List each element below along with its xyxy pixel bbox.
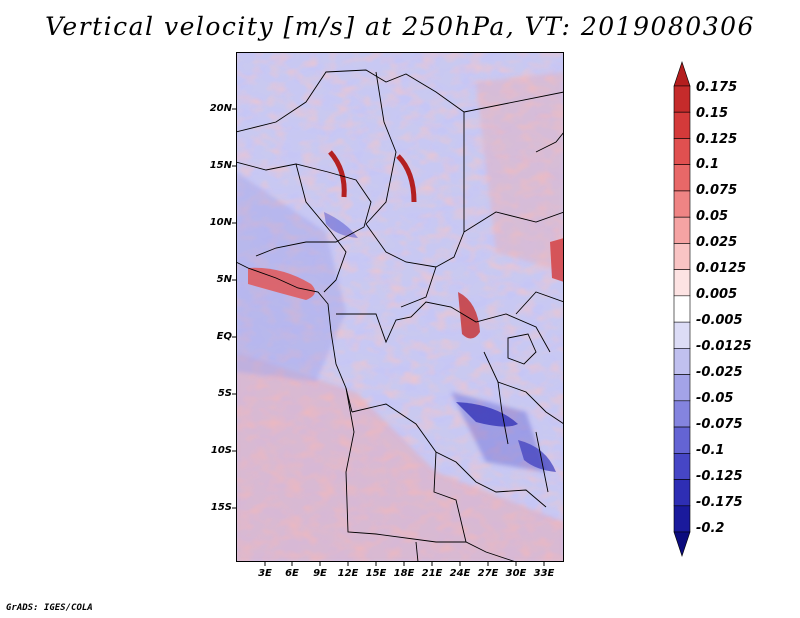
red-feature-guinea bbox=[248, 267, 315, 300]
red-band-ne bbox=[476, 72, 564, 272]
border-coast-west bbox=[236, 261, 353, 413]
colorbar-bin bbox=[673, 374, 691, 402]
vertical-velocity-map bbox=[236, 52, 564, 562]
colorbar-label: -0.0125 bbox=[696, 339, 752, 354]
colorbar-label: -0.005 bbox=[696, 313, 743, 328]
colorbar-label: 0.175 bbox=[696, 80, 738, 95]
blue-feature-north bbox=[324, 212, 358, 238]
border-lake-victoria bbox=[507, 333, 537, 365]
border-sudan bbox=[463, 91, 564, 113]
colorbar-bin bbox=[673, 164, 691, 192]
lon-label-15e: 15E bbox=[365, 568, 387, 579]
border-lake-tanganyika bbox=[497, 381, 509, 445]
grads-credit: GrADS: IGES/COLA bbox=[6, 603, 93, 613]
colorbar-label: 0.0125 bbox=[696, 261, 747, 276]
border-drc-south bbox=[351, 403, 547, 508]
red-feature-east bbox=[550, 238, 564, 282]
colorbar-label: -0.025 bbox=[696, 365, 743, 380]
border-nigeria bbox=[295, 163, 347, 293]
lat-label-15n: 15N bbox=[209, 160, 232, 171]
colorbar-bin bbox=[673, 400, 691, 428]
colorbar-bin bbox=[673, 243, 691, 270]
latitude-ticks bbox=[232, 108, 236, 509]
border-north-1 bbox=[236, 69, 465, 232]
lon-label-9e: 9E bbox=[313, 568, 327, 579]
colorbar-bin bbox=[673, 111, 691, 139]
lat-label-10n: 10N bbox=[209, 217, 232, 228]
border-lake-malawi bbox=[535, 431, 549, 493]
lat-label-20n: 20N bbox=[209, 103, 232, 114]
border-sahel bbox=[236, 161, 372, 257]
country-borders bbox=[236, 69, 564, 562]
lon-label-24e: 24E bbox=[449, 568, 471, 579]
colorbar-label: -0.175 bbox=[696, 495, 743, 510]
lon-label-6e: 6E bbox=[285, 568, 299, 579]
lon-label-33e: 33E bbox=[533, 568, 555, 579]
border-ethiopia bbox=[463, 211, 564, 233]
border-congo bbox=[336, 301, 551, 353]
colorbar-bin bbox=[673, 61, 691, 87]
longitude-ticks bbox=[264, 562, 545, 566]
colorbar-bin bbox=[673, 269, 691, 297]
colorbar-bin bbox=[673, 348, 691, 375]
border-north-2 bbox=[365, 71, 397, 225]
colorbar-label: -0.05 bbox=[696, 391, 734, 406]
colorbar-bin bbox=[673, 452, 691, 480]
map-frame bbox=[236, 52, 564, 562]
border-kenya bbox=[515, 291, 564, 315]
colorbar bbox=[673, 61, 691, 557]
colorbar-label: 0.05 bbox=[696, 209, 729, 224]
border-angola bbox=[345, 387, 517, 562]
colorbar-label: 0.15 bbox=[696, 106, 729, 121]
colorbar-label: -0.1 bbox=[696, 443, 725, 458]
colorbar-bin bbox=[673, 426, 691, 454]
blue-feature-southeast bbox=[518, 440, 556, 472]
red-arc-chad-east bbox=[396, 154, 417, 203]
colorbar-label: 0.075 bbox=[696, 183, 738, 198]
colorbar-label: 0.005 bbox=[696, 287, 738, 302]
lon-label-3e: 3E bbox=[258, 568, 272, 579]
colorbar-bin bbox=[673, 505, 691, 533]
red-band-sw bbox=[236, 352, 564, 562]
lat-label-10s: 10S bbox=[210, 445, 232, 456]
colorbar-label: 0.1 bbox=[696, 157, 720, 172]
red-feature-central bbox=[458, 292, 480, 339]
colorbar-bin bbox=[673, 85, 691, 113]
colorbar-bin bbox=[673, 531, 691, 557]
lat-label-5n: 5N bbox=[216, 274, 232, 285]
lat-label-5s: 5S bbox=[217, 388, 232, 399]
border-south bbox=[415, 541, 419, 562]
colorbar-bin bbox=[673, 138, 691, 166]
colorbar-bin bbox=[673, 479, 691, 507]
map-title: Vertical velocity [m/s] at 250hPa, VT: 2… bbox=[45, 12, 755, 41]
colorbar-bin bbox=[673, 321, 691, 349]
colorbar-bin bbox=[673, 216, 691, 244]
lon-label-27e: 27E bbox=[477, 568, 499, 579]
colorbar-label: 0.025 bbox=[696, 235, 738, 250]
lon-label-12e: 12E bbox=[337, 568, 359, 579]
blue-feature-lakes bbox=[456, 402, 518, 427]
colorbar-bin bbox=[673, 295, 691, 323]
lat-label-eq: EQ bbox=[216, 331, 232, 342]
lon-label-21e: 21E bbox=[421, 568, 443, 579]
colorbar-label: 0.125 bbox=[696, 132, 738, 147]
border-east-rivers bbox=[483, 351, 564, 425]
lat-label-15s: 15S bbox=[210, 502, 232, 513]
colorbar-label: -0.125 bbox=[696, 469, 743, 484]
border-car bbox=[365, 223, 437, 268]
colorbar-label: -0.075 bbox=[696, 417, 743, 432]
border-zambia bbox=[433, 451, 467, 543]
lon-label-30e: 30E bbox=[505, 568, 527, 579]
red-arc-chad-west bbox=[328, 150, 347, 198]
lon-label-18e: 18E bbox=[393, 568, 415, 579]
border-east-coast bbox=[535, 131, 564, 153]
colorbar-bin bbox=[673, 190, 691, 218]
map-panel bbox=[236, 52, 564, 562]
colorbar-label: -0.2 bbox=[696, 521, 725, 536]
